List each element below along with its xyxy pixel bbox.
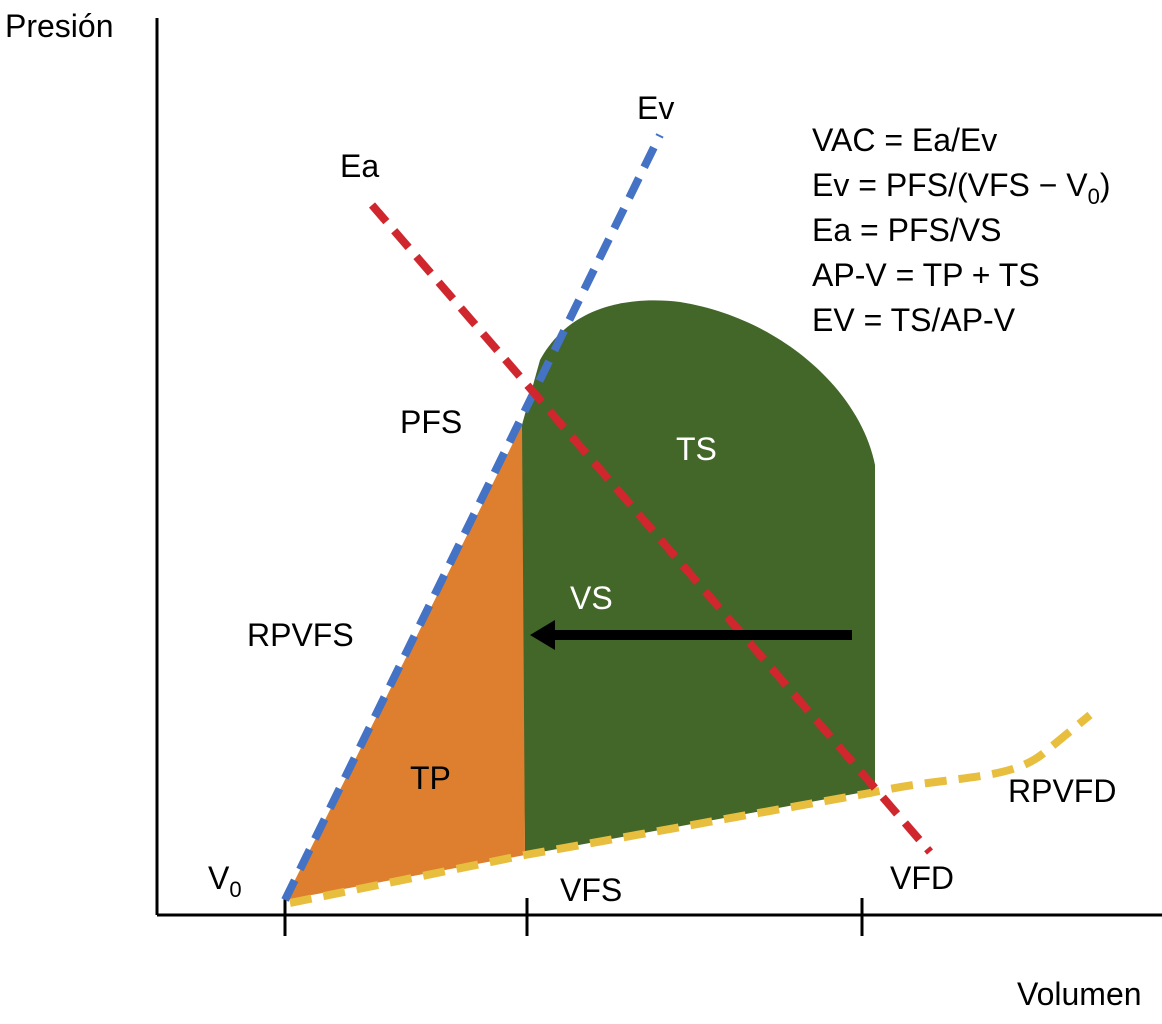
ea-label: Ea bbox=[340, 148, 380, 184]
formula-ev-sub: 0 bbox=[1087, 184, 1100, 209]
vs-label: VS bbox=[570, 580, 613, 616]
formula-ea: Ea = PFS/VS bbox=[812, 212, 1002, 248]
pfs-label: PFS bbox=[400, 404, 463, 440]
ea-line bbox=[368, 202, 934, 855]
vfs-label: VFS bbox=[560, 872, 623, 908]
formula-ev-main: Ev = PFS/(VFS − V bbox=[812, 167, 1088, 203]
v0-main: V bbox=[208, 860, 230, 896]
rpvfd-line bbox=[289, 711, 1093, 907]
rpvfs-label: RPVFS bbox=[247, 617, 354, 653]
formula-apv: AP-V = TP + TS bbox=[812, 257, 1040, 293]
tp-potential-energy-area bbox=[285, 425, 525, 900]
y-axis-label: Presión bbox=[5, 8, 114, 44]
ts-label: TS bbox=[676, 431, 717, 467]
formula-ev-end: ) bbox=[1099, 167, 1111, 203]
v0-label: V0 bbox=[208, 860, 242, 901]
rpvfd-label: RPVFD bbox=[1008, 773, 1117, 809]
v0-sub: 0 bbox=[229, 877, 242, 902]
formula-ev: Ev = PFS/(VFS − V0) bbox=[812, 163, 1111, 208]
formula-efficiency: EV = TS/AP-V bbox=[812, 302, 1016, 338]
formula-block: VAC = Ea/Ev Ev = PFS/(VFS − V0) Ea = PFS… bbox=[812, 118, 1111, 343]
ev-label: Ev bbox=[637, 90, 675, 126]
x-axis-label: Volumen bbox=[1017, 976, 1142, 1012]
ev-line bbox=[281, 133, 664, 902]
vs-arrow-head bbox=[530, 620, 555, 650]
formula-vac: VAC = Ea/Ev bbox=[812, 122, 998, 158]
vfd-label: VFD bbox=[890, 860, 954, 896]
tp-label: TP bbox=[410, 760, 451, 796]
